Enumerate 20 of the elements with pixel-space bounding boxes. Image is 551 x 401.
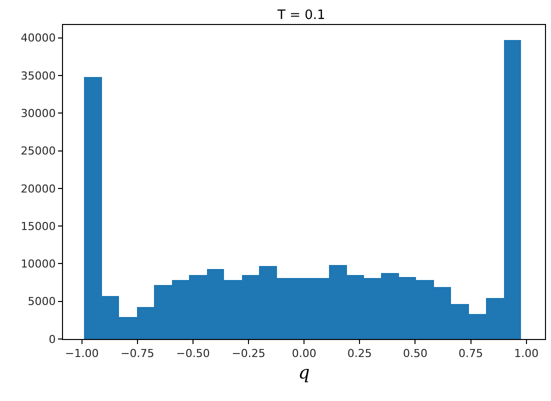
x-tick-label: 1.00 (514, 347, 539, 360)
y-tick-label: 10000 (20, 258, 56, 271)
y-tick-label: 30000 (20, 106, 56, 120)
y-tick-label: 0 (48, 332, 56, 346)
y-tick-label: 15000 (20, 220, 56, 233)
x-tick-label: 0.25 (347, 347, 372, 360)
x-tick-label: −0.50 (176, 347, 210, 360)
x-tick-label: −1.00 (65, 347, 99, 360)
x-tick-label: 0.00 (292, 347, 316, 360)
y-tick-label: 25000 (20, 144, 56, 158)
x-tick-label: −0.25 (232, 347, 266, 360)
chart-title: T = 0.1 (276, 8, 326, 24)
y-tick-label: 5000 (28, 295, 56, 308)
y-tick-label: 20000 (20, 182, 56, 196)
x-tick-label: 0.75 (458, 347, 484, 360)
y-tick-label: 40000 (20, 32, 56, 45)
y-tick-label: 35000 (20, 69, 56, 82)
x-tick-label: −0.75 (120, 347, 154, 360)
x-axis-title: q (298, 362, 310, 384)
x-tick-label: 0.50 (402, 347, 428, 360)
